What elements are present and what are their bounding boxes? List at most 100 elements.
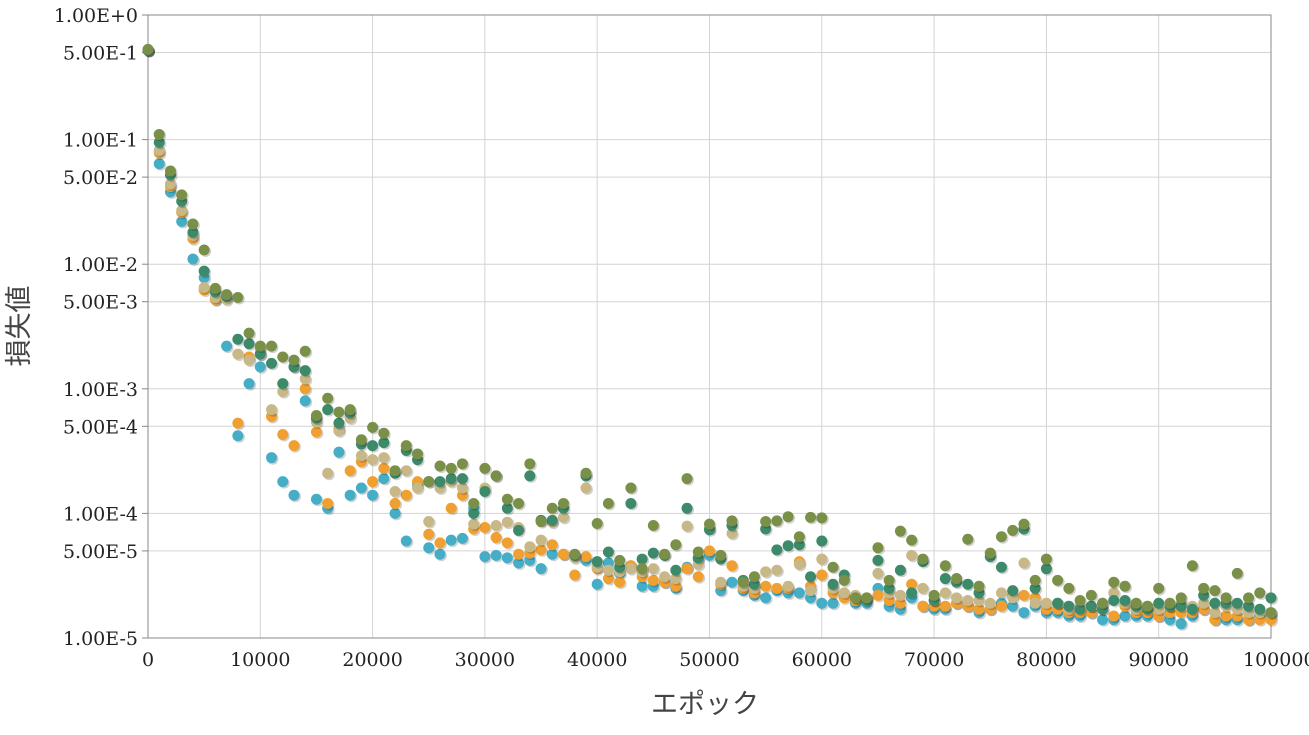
data-point bbox=[445, 473, 457, 485]
data-point bbox=[995, 561, 1007, 573]
data-point bbox=[367, 421, 379, 433]
data-point bbox=[1198, 597, 1210, 609]
data-point bbox=[1018, 557, 1030, 569]
data-point bbox=[1164, 597, 1176, 609]
data-point bbox=[625, 498, 637, 510]
data-point bbox=[995, 600, 1007, 612]
data-point bbox=[367, 454, 379, 466]
data-point bbox=[288, 440, 300, 452]
data-point bbox=[501, 502, 513, 514]
data-point bbox=[917, 553, 929, 565]
data-point bbox=[984, 547, 996, 559]
data-point bbox=[490, 549, 502, 561]
data-point bbox=[816, 512, 828, 524]
data-point bbox=[1040, 563, 1052, 575]
data-point bbox=[1097, 614, 1109, 626]
data-point bbox=[434, 548, 446, 560]
data-point bbox=[1254, 587, 1266, 599]
data-point bbox=[513, 524, 525, 536]
data-point bbox=[378, 473, 390, 485]
data-point bbox=[838, 587, 850, 599]
data-point bbox=[602, 546, 614, 558]
data-point bbox=[1029, 597, 1041, 609]
data-point bbox=[602, 564, 614, 576]
data-point bbox=[513, 548, 525, 560]
data-point bbox=[266, 357, 278, 369]
data-point bbox=[681, 520, 693, 532]
data-point bbox=[355, 482, 367, 494]
data-point bbox=[625, 563, 637, 575]
y-tick-label: 1.00E-5 bbox=[63, 628, 138, 650]
data-point bbox=[760, 516, 772, 528]
data-point bbox=[771, 515, 783, 527]
data-point bbox=[468, 518, 480, 530]
data-point bbox=[883, 574, 895, 586]
data-point bbox=[793, 558, 805, 570]
data-point bbox=[479, 551, 491, 563]
data-point bbox=[546, 548, 558, 560]
data-point bbox=[715, 576, 727, 588]
data-point bbox=[1153, 597, 1165, 609]
data-point bbox=[232, 417, 244, 429]
data-point bbox=[827, 597, 839, 609]
data-point bbox=[513, 498, 525, 510]
data-point bbox=[726, 515, 738, 527]
data-point bbox=[984, 597, 996, 609]
data-point bbox=[995, 531, 1007, 543]
data-point bbox=[569, 569, 581, 581]
data-point bbox=[389, 465, 401, 477]
data-point bbox=[445, 502, 457, 514]
data-point bbox=[535, 534, 547, 546]
data-point bbox=[400, 489, 412, 501]
data-point bbox=[434, 537, 446, 549]
data-point bbox=[1007, 585, 1019, 597]
data-point bbox=[1007, 600, 1019, 612]
data-point bbox=[378, 462, 390, 474]
data-point bbox=[232, 430, 244, 442]
data-point bbox=[333, 417, 345, 429]
data-point bbox=[1074, 603, 1086, 615]
data-point bbox=[692, 571, 704, 583]
data-point bbox=[1186, 603, 1198, 615]
data-point bbox=[524, 470, 536, 482]
data-point bbox=[760, 580, 772, 592]
data-point bbox=[580, 467, 592, 479]
data-point bbox=[344, 489, 356, 501]
data-point bbox=[412, 448, 424, 460]
data-point bbox=[771, 564, 783, 576]
x-tick-label: 40000 bbox=[567, 649, 627, 671]
data-point bbox=[591, 517, 603, 529]
data-point bbox=[288, 489, 300, 501]
data-point bbox=[771, 544, 783, 556]
data-point bbox=[872, 542, 884, 554]
data-point bbox=[266, 340, 278, 352]
data-point bbox=[1231, 597, 1243, 609]
data-point bbox=[782, 580, 794, 592]
data-point bbox=[1052, 597, 1064, 609]
x-tick-label: 70000 bbox=[904, 649, 964, 671]
plot-area-frame bbox=[147, 14, 1272, 639]
data-point bbox=[501, 552, 513, 564]
data-point bbox=[670, 580, 682, 592]
y-tick-label: 1.00E-3 bbox=[63, 379, 138, 401]
data-point bbox=[535, 516, 547, 528]
data-point bbox=[827, 578, 839, 590]
data-point bbox=[614, 576, 626, 588]
data-point bbox=[1029, 574, 1041, 586]
data-point bbox=[535, 563, 547, 575]
data-point bbox=[894, 525, 906, 537]
data-point bbox=[400, 440, 412, 452]
data-point bbox=[917, 600, 929, 612]
data-point bbox=[1063, 600, 1075, 612]
data-point bbox=[479, 522, 491, 534]
data-point bbox=[805, 571, 817, 583]
data-point bbox=[176, 216, 188, 228]
data-point bbox=[558, 498, 570, 510]
data-point bbox=[939, 573, 951, 585]
data-point bbox=[816, 597, 828, 609]
data-point bbox=[176, 189, 188, 201]
data-point bbox=[760, 592, 772, 604]
data-point bbox=[299, 373, 311, 385]
x-tick-label: 0 bbox=[142, 649, 154, 671]
data-point bbox=[771, 582, 783, 594]
